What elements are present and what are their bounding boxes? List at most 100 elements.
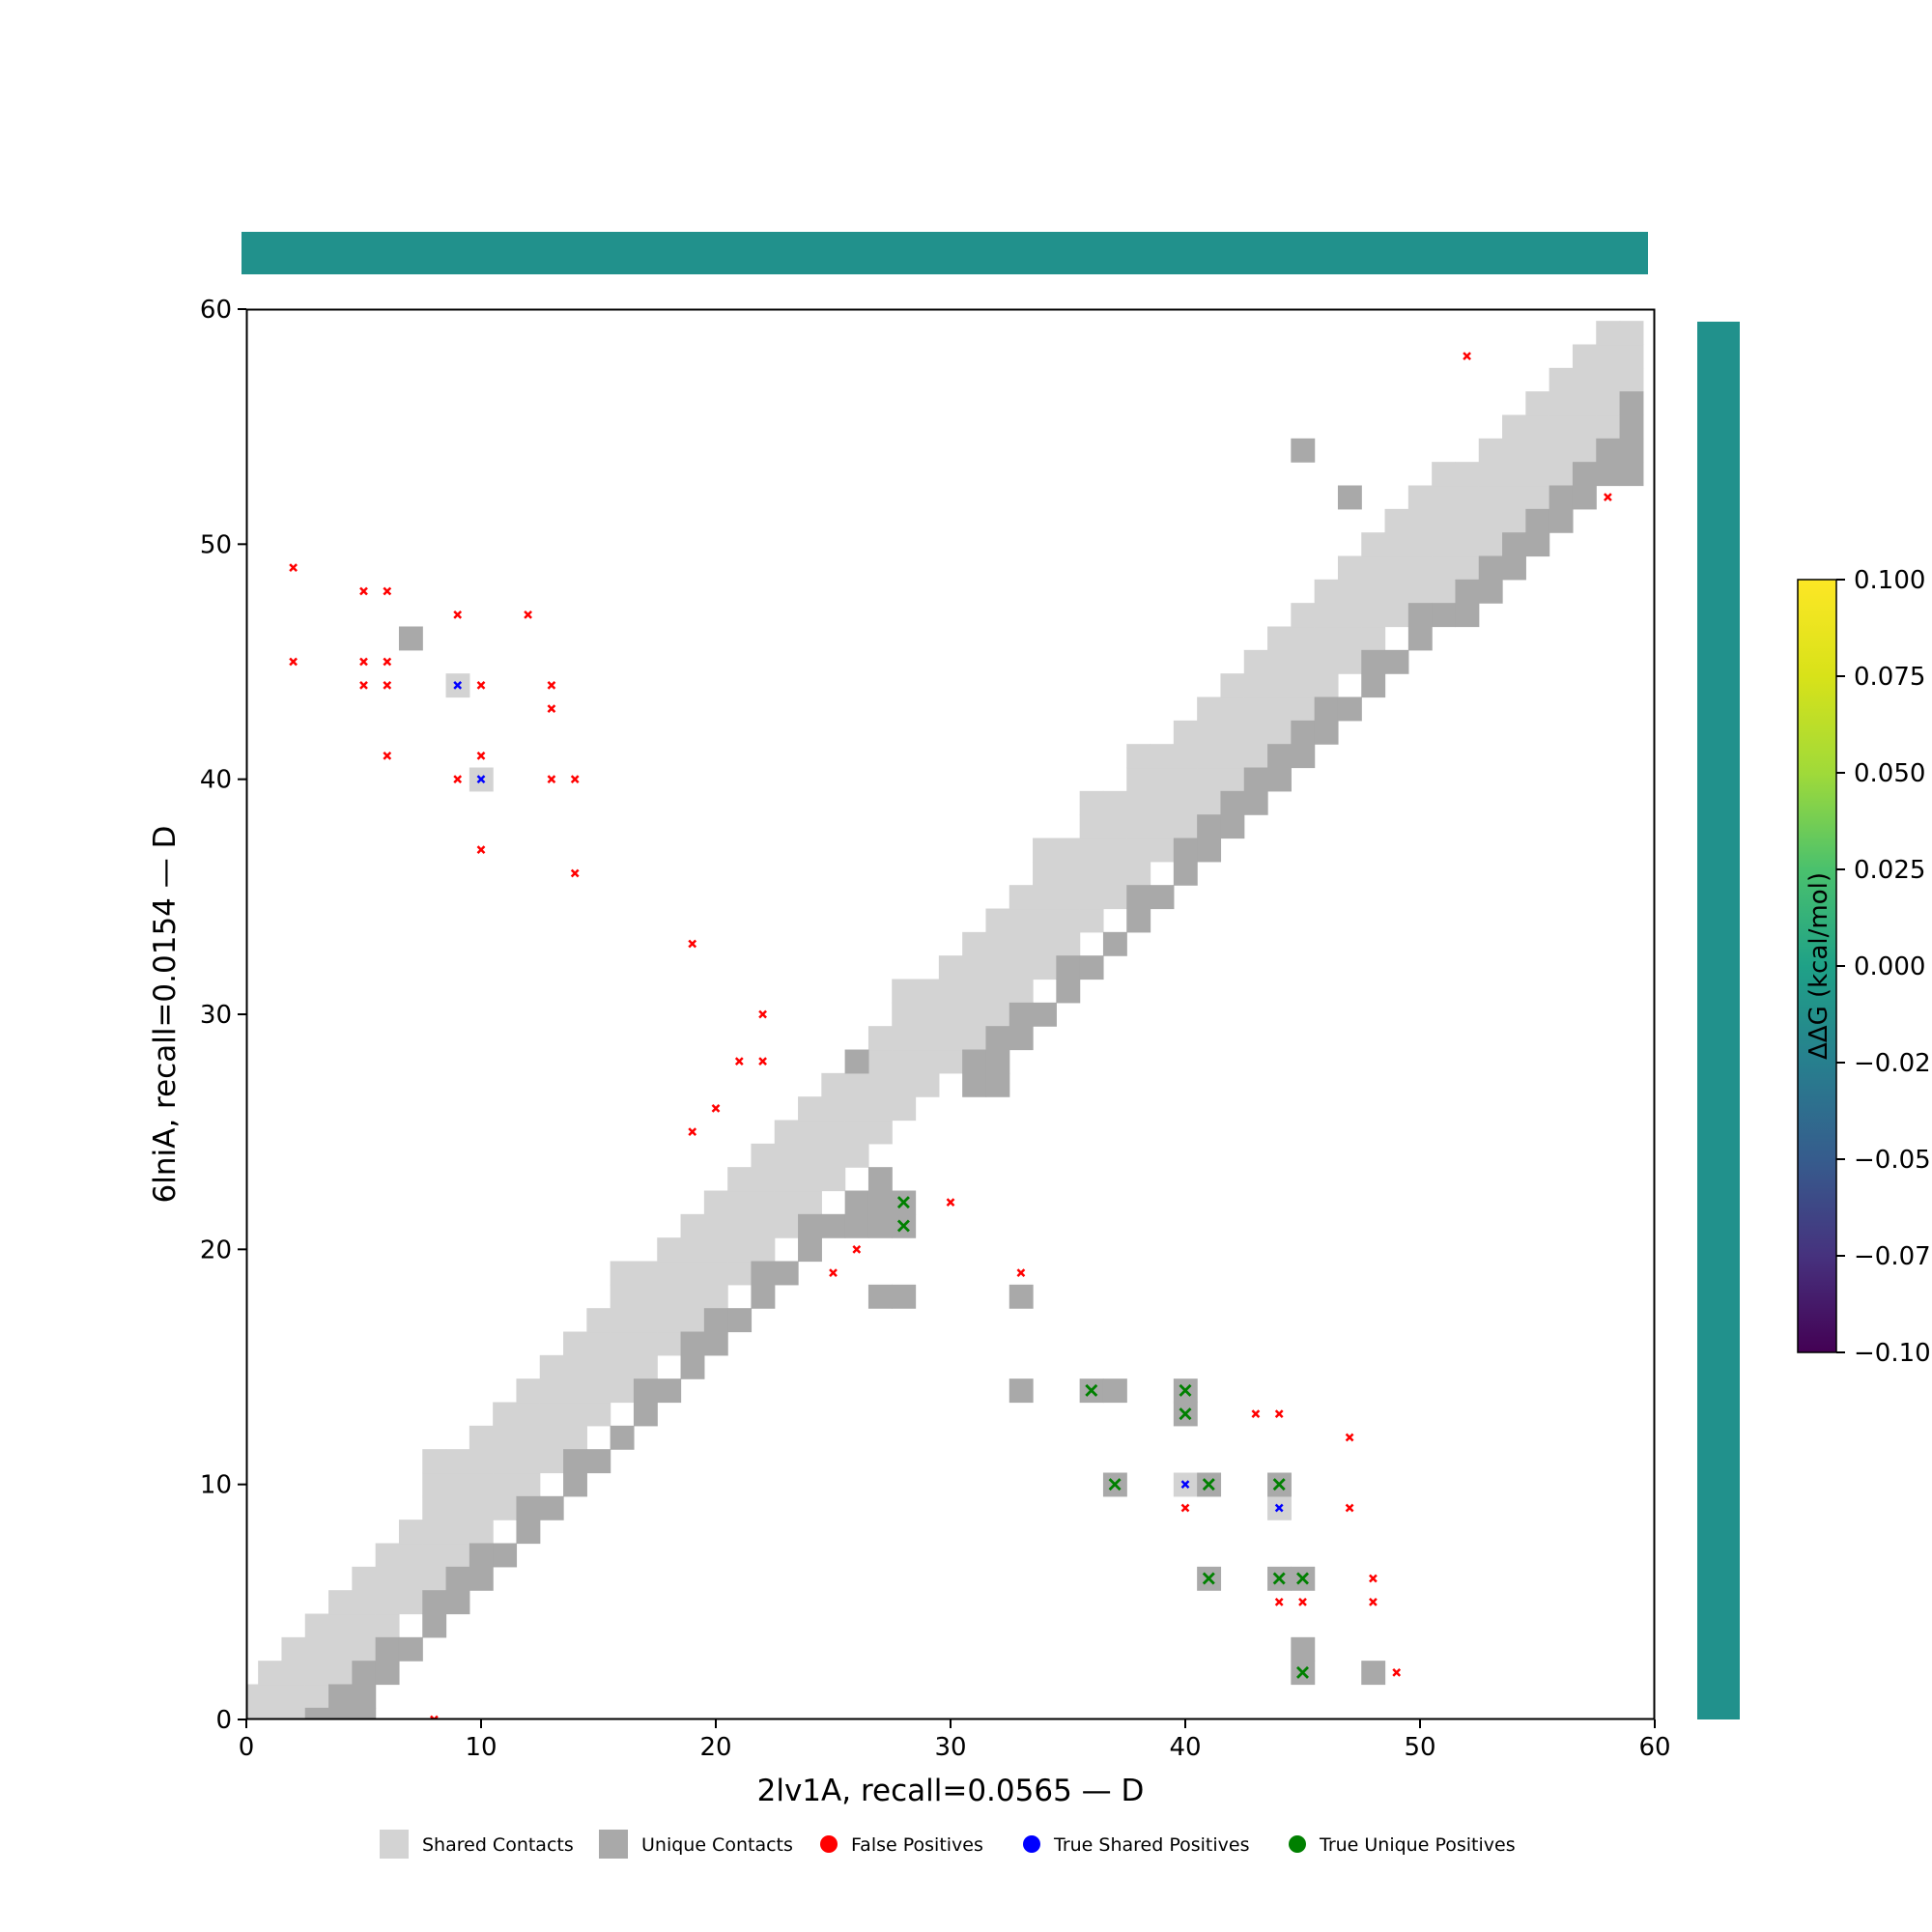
shared-contact-cell: [1478, 508, 1503, 533]
unique-contact-cell: [703, 1331, 728, 1356]
shared-contact-cell: [1407, 508, 1433, 533]
shared-contact-cell: [1572, 414, 1597, 440]
shared-contact-cell: [1432, 555, 1457, 581]
shared-contact-cell: [445, 1543, 470, 1568]
shared-contact-cell: [657, 1308, 682, 1333]
unique-contact-cell: [1126, 908, 1151, 933]
shared-contact-cell: [1314, 579, 1339, 604]
shared-contact-cell: [1384, 555, 1409, 581]
shared-contact-cell: [1267, 673, 1292, 698]
shared-contact-cell: [727, 1167, 753, 1192]
shared-contact-cell: [1220, 696, 1245, 722]
shared-contact-cell: [1056, 931, 1081, 956]
shared-contact-cell: [610, 1331, 635, 1356]
shared-contact-cell: [1596, 391, 1621, 416]
shared-contact-cell: [1056, 908, 1081, 933]
shared-contacts-layer: [246, 321, 1644, 1719]
false-positive-marker: [476, 751, 486, 760]
shared-contact-cell: [1455, 555, 1480, 581]
unique-contact-cell: [422, 1613, 447, 1638]
shared-contact-cell: [328, 1636, 353, 1662]
unique-contact-cell: [1432, 603, 1457, 628]
unique-contact-cell: [1361, 1661, 1386, 1686]
unique-contact-cell: [821, 1213, 846, 1238]
shared-contact-cell: [1079, 814, 1104, 839]
shared-contact-cell: [1079, 861, 1104, 886]
false-positive-marker: [359, 586, 368, 596]
shared-contact-cell: [657, 1237, 682, 1263]
shared-contact-cell: [1548, 414, 1574, 440]
shared-contact-cell: [1384, 508, 1409, 533]
legend-swatch: [1023, 1835, 1040, 1853]
true-unique-positive-marker: [1108, 1478, 1122, 1492]
true-unique-positive-marker: [1296, 1665, 1309, 1679]
unique-contact-cell: [610, 1425, 635, 1450]
shared-contact-cell: [657, 1284, 682, 1309]
false-positive-marker: [688, 939, 697, 949]
y-tick-label: 40: [200, 766, 232, 795]
shared-contact-cell: [1572, 367, 1597, 392]
shared-contact-cell: [516, 1402, 541, 1427]
shared-contact-cell: [985, 979, 1010, 1004]
shared-contact-cell: [281, 1636, 306, 1662]
colorbar-gradient: [1797, 579, 1837, 1353]
shared-contact-cell: [1478, 485, 1503, 510]
colorbar-tick-label: 0.025: [1854, 856, 1925, 885]
false-positive-marker: [430, 1715, 439, 1719]
unique-contact-cell: [633, 1378, 658, 1404]
shared-contact-cell: [1455, 532, 1480, 557]
shared-contact-cell: [516, 1449, 541, 1474]
shared-contact-cell: [1502, 414, 1526, 440]
shared-contact-cell: [1432, 485, 1457, 510]
unique-contact-cell: [516, 1495, 541, 1520]
unique-contact-cell: [680, 1331, 705, 1356]
unique-contact-cell: [1056, 979, 1081, 1004]
shared-contact-cell: [563, 1378, 587, 1404]
shared-contact-cell: [1619, 367, 1644, 392]
shared-contact-cell: [798, 1167, 822, 1192]
unique-contact-cell: [1079, 955, 1104, 980]
shared-contact-cell: [1596, 367, 1621, 392]
shared-contact-cell: [352, 1566, 377, 1591]
shared-contact-cell: [1220, 744, 1245, 769]
true-unique-positive-marker: [1202, 1572, 1215, 1585]
shared-contact-cell: [938, 979, 963, 1004]
shared-contact-cell: [680, 1308, 705, 1333]
unique-contact-cell: [352, 1684, 377, 1709]
shared-contact-cell: [1056, 861, 1081, 886]
unique-contact-cell: [1291, 720, 1316, 745]
false-positive-marker: [570, 775, 580, 784]
unique-contact-cell: [1220, 790, 1245, 815]
shared-contact-cell: [1243, 744, 1268, 769]
unique-contact-cell: [1548, 485, 1574, 510]
shared-contact-cell: [1455, 485, 1480, 510]
unique-contact-cell: [1173, 861, 1198, 886]
shared-contact-cell: [727, 1261, 753, 1286]
shared-contact-cell: [703, 1284, 728, 1309]
shared-contact-cell: [1619, 321, 1644, 346]
shared-contact-cell: [751, 1213, 776, 1238]
shared-contact-cell: [1197, 744, 1222, 769]
shared-contact-cell: [915, 1072, 940, 1097]
false-positive-marker: [383, 751, 392, 760]
false-positive-marker: [1369, 1574, 1378, 1583]
shared-contact-cell: [680, 1261, 705, 1286]
shared-contact-cell: [1056, 885, 1081, 910]
markers-layer: [289, 352, 1612, 1719]
shared-contact-cell: [633, 1308, 658, 1333]
unique-contact-cell: [703, 1308, 728, 1333]
y-tick-label: 0: [215, 1706, 232, 1735]
shared-contact-cell: [985, 955, 1010, 980]
false-positive-marker: [734, 1057, 744, 1066]
unique-contact-cell: [1384, 649, 1409, 674]
shared-contact-cell: [1033, 908, 1057, 933]
shared-contact-cell: [539, 1402, 564, 1427]
true-unique-positive-marker: [896, 1219, 910, 1233]
shared-contact-cell: [774, 1213, 799, 1238]
unique-contact-cell: [985, 1072, 1010, 1097]
false-positive-marker: [453, 610, 463, 619]
shared-contact-cell: [1243, 720, 1268, 745]
unique-contact-cell: [1361, 673, 1386, 698]
shared-contact-cell: [1267, 720, 1292, 745]
unique-contact-cell: [798, 1213, 822, 1238]
